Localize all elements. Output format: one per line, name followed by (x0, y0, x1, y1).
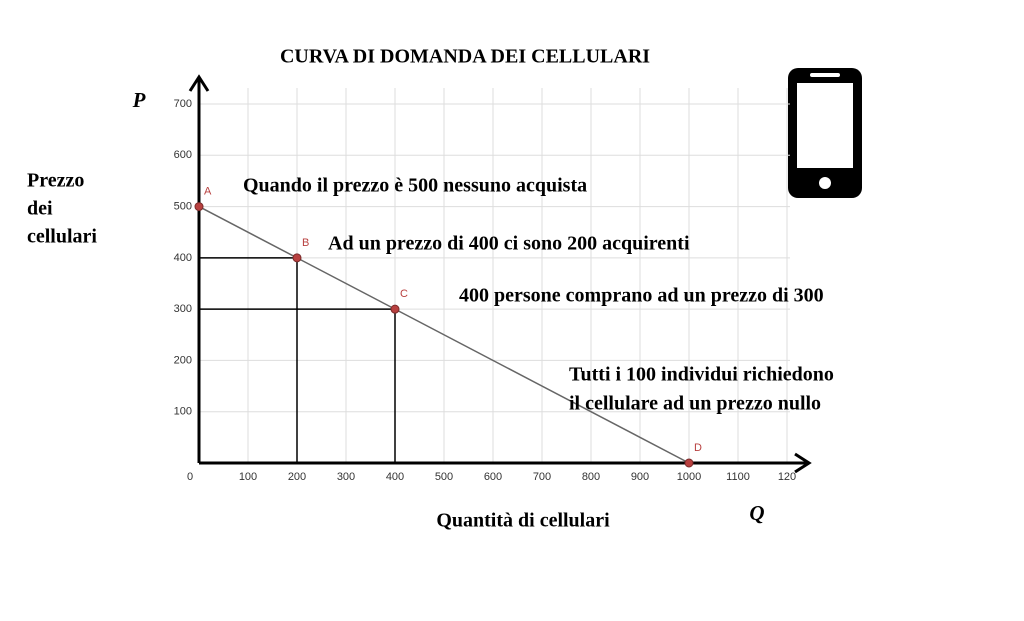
x-symbol: Q (749, 501, 764, 525)
point (194, 202, 204, 212)
y-axis-arrow (188, 74, 210, 92)
x-tick-label: 200 (288, 471, 306, 483)
demand-line (198, 205, 690, 464)
y-tick-label: 500 (174, 200, 192, 212)
phone-icon (788, 68, 862, 198)
x-tick-label: 500 (435, 471, 453, 483)
y-tick-label: 100 (174, 406, 192, 418)
annotation: 400 persone comprano ad un prezzo di 300 (459, 285, 824, 307)
y-axis-label: dei (27, 198, 53, 220)
x-tick-label: 0 (187, 471, 193, 483)
point-label: A (204, 185, 212, 197)
y-tick-label: 200 (174, 354, 192, 366)
phone-speaker (810, 73, 840, 77)
y-axis-label: Prezzo (27, 170, 84, 192)
x-tick-label: 700 (533, 471, 551, 483)
x-tick-label: 120 (778, 471, 796, 483)
x-tick-label: 300 (337, 471, 355, 483)
y-tick-label: 300 (174, 303, 192, 315)
y-symbol: P (132, 88, 146, 112)
annotation: Quando il prezzo è 500 nessuno acquista (243, 175, 587, 197)
x-tick-label: 400 (386, 471, 404, 483)
annotation: Ad un prezzo di 400 ci sono 200 acquiren… (328, 233, 690, 255)
x-tick-label: 600 (484, 471, 502, 483)
annotation: Tutti i 100 individui richiedono (569, 364, 834, 386)
y-tick-label: 700 (174, 98, 192, 110)
x-tick-label: 100 (239, 471, 257, 483)
chart-title: CURVA DI DOMANDA DEI CELLULARI (280, 46, 650, 68)
point-label: B (302, 237, 309, 249)
y-tick-label: 400 (174, 252, 192, 264)
point (684, 458, 694, 468)
x-tick-label: 1000 (677, 471, 701, 483)
x-tick-label: 900 (631, 471, 649, 483)
point-label: D (694, 442, 702, 454)
annotation: il cellulare ad un prezzo nullo (569, 393, 821, 415)
x-tick-label: 800 (582, 471, 600, 483)
x-tick-label: 1100 (726, 471, 750, 483)
x-axis-arrow (794, 452, 812, 474)
y-tick-label: 600 (174, 149, 192, 161)
point (390, 304, 400, 314)
point (292, 253, 302, 263)
point-label: C (400, 288, 408, 300)
phone-button (819, 177, 831, 189)
phone-screen (797, 83, 853, 168)
y-axis-label: cellulari (27, 226, 97, 248)
x-axis-label: Quantità di cellulari (436, 510, 610, 532)
